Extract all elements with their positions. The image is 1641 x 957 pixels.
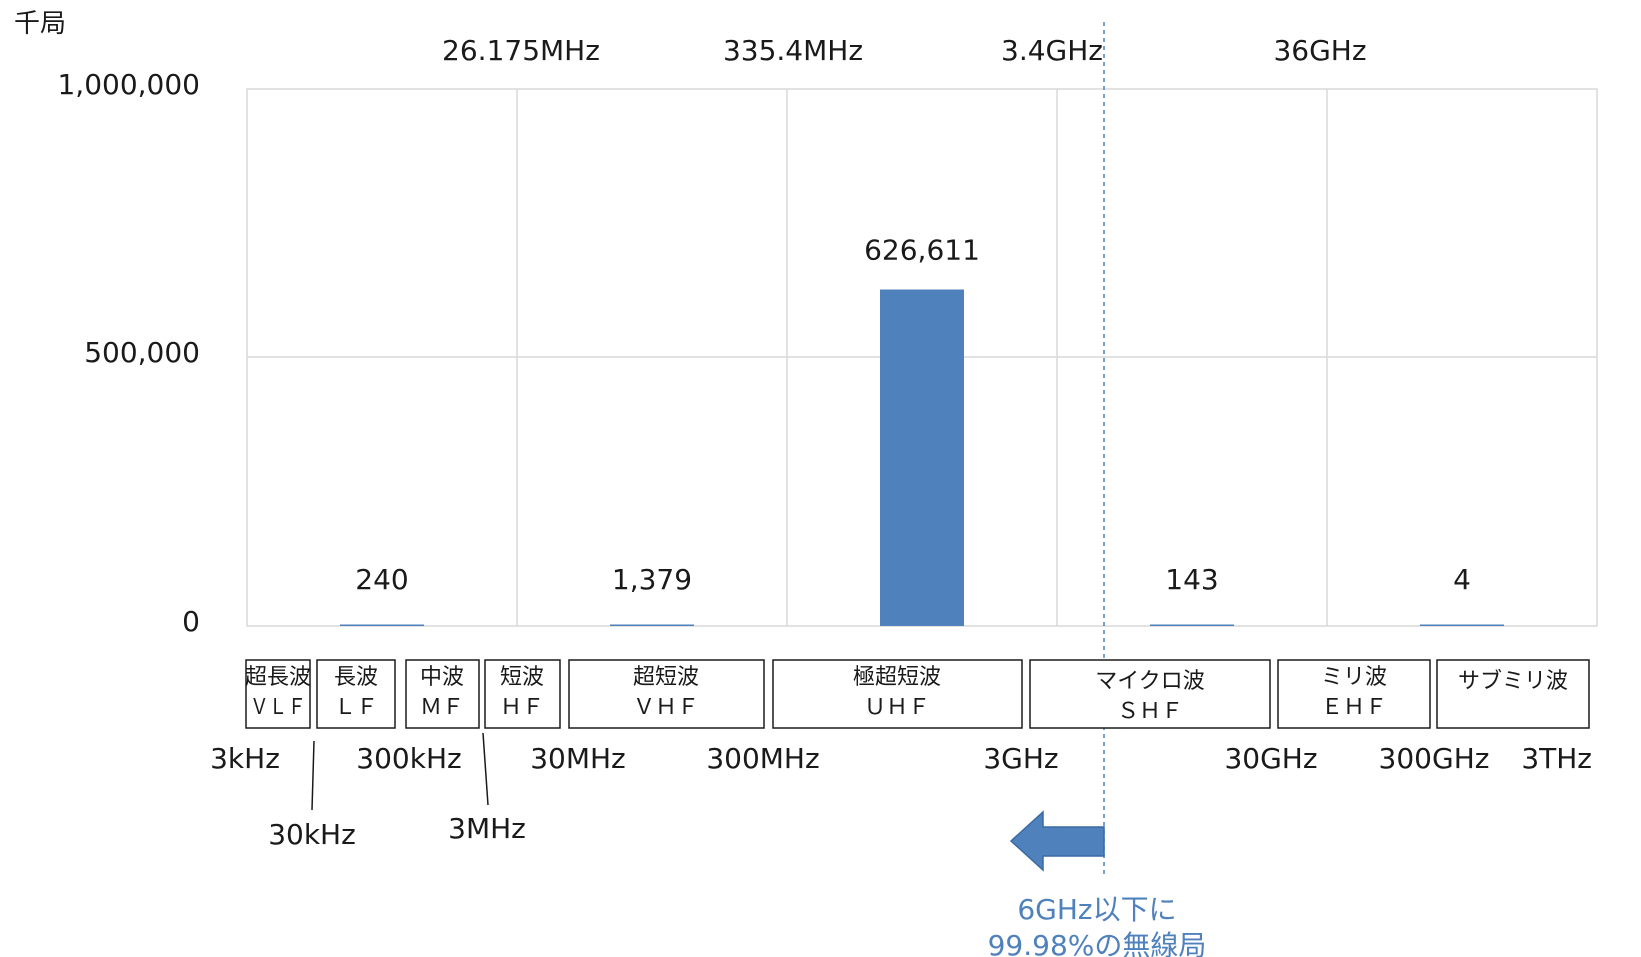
band-abbr: ＶＨＦ	[633, 695, 699, 720]
bar-value-label: 626,611	[864, 234, 980, 267]
bar	[880, 289, 964, 626]
band-name: 中波	[420, 665, 464, 690]
band-abbr: ＭＦ	[420, 695, 464, 720]
y-tick-label: 500,000	[84, 336, 200, 369]
band-name: 短波	[500, 665, 544, 690]
band-name: マイクロ波	[1095, 669, 1205, 694]
frequency-label: 3THz	[1521, 742, 1592, 775]
band-name: サブミリ波	[1458, 669, 1568, 694]
leader-line-3mhz	[482, 732, 489, 806]
top-label: 26.175MHz	[442, 34, 600, 67]
band-name: 超短波	[633, 665, 699, 690]
annotation: 6GHz以下に 99.98%の無線局	[988, 893, 1207, 957]
band-box-ehf: ミリ波 ＥＨＦ	[1277, 659, 1431, 729]
band-abbr: ＨＦ	[500, 695, 544, 720]
band-box-shf: マイクロ波 ＳＨＦ	[1029, 659, 1271, 729]
top-frequency-labels: 26.175MHz 335.4MHz 3.4GHz 36GHz	[442, 34, 1366, 67]
bar-value-label: 240	[355, 563, 408, 596]
frequency-label: 30MHz	[530, 742, 626, 775]
value-labels-group: 240 1,379 626,611 143 4	[355, 234, 1471, 596]
bars-group	[340, 289, 1504, 626]
band-name: ミリ波	[1321, 665, 1387, 690]
band-box-hf: 短波 ＨＦ	[484, 659, 561, 729]
bar-value-label: 143	[1165, 563, 1218, 596]
band-box-vhf: 超短波 ＶＨＦ	[568, 659, 765, 729]
frequency-label: 3GHz	[983, 742, 1058, 775]
band-abbr: ＶＬＦ	[250, 695, 306, 720]
bar	[610, 624, 694, 626]
y-axis-ticks: 1,000,000 500,000 0	[57, 68, 200, 638]
frequency-label-lower: 3MHz	[448, 812, 526, 845]
bar-value-label: 1,379	[612, 563, 692, 596]
bar-value-label: 4	[1453, 563, 1471, 596]
band-abbr: ＵＨＦ	[864, 695, 930, 720]
frequency-label: 30GHz	[1224, 742, 1317, 775]
band-box-vlf: 超長波 ＶＬＦ	[245, 659, 311, 729]
annotation-line2: 99.98%の無線局	[988, 929, 1207, 957]
band-name: 極超短波	[853, 665, 941, 690]
top-label: 36GHz	[1273, 34, 1366, 67]
left-arrow-icon	[1009, 810, 1105, 872]
band-abbr: ＥＨＦ	[1321, 695, 1387, 720]
band-box-lf: 長波 ＬＦ	[316, 659, 396, 729]
band-box-mf: 中波 ＭＦ	[405, 659, 480, 729]
band-box-uhf: 極超短波 ＵＨＦ	[772, 659, 1023, 729]
leader-line-30khz	[311, 740, 315, 811]
bar	[1150, 624, 1234, 626]
band-name: 超長波	[245, 665, 311, 690]
band-box-submillimeter: サブミリ波	[1436, 659, 1590, 729]
top-label: 3.4GHz	[1001, 34, 1103, 67]
y-tick-label: 1,000,000	[57, 68, 200, 101]
band-name: 長波	[334, 665, 378, 690]
band-abbr: ＳＨＦ	[1117, 699, 1183, 724]
band-abbr: ＬＦ	[334, 695, 378, 720]
frequency-labels: 3kHz 300kHz 30MHz 300MHz 3GHz 30GHz 300G…	[210, 742, 1592, 775]
top-label: 335.4MHz	[723, 34, 863, 67]
y-unit-label: 千局	[14, 9, 66, 39]
bar	[1420, 624, 1504, 626]
frequency-label-lower: 30kHz	[268, 818, 356, 851]
frequency-label: 300MHz	[706, 742, 819, 775]
annotation-line1: 6GHz以下に	[1017, 893, 1176, 926]
bar	[340, 624, 424, 626]
band-boxes: 超長波 ＶＬＦ 長波 ＬＦ 中波 ＭＦ 短波 ＨＦ 超短波 ＶＨＦ 極超短波 Ｕ…	[245, 659, 1590, 729]
frequency-label: 300GHz	[1379, 742, 1490, 775]
y-tick-label: 0	[182, 605, 200, 638]
frequency-label: 3kHz	[210, 742, 280, 775]
frequency-label: 300kHz	[356, 742, 461, 775]
